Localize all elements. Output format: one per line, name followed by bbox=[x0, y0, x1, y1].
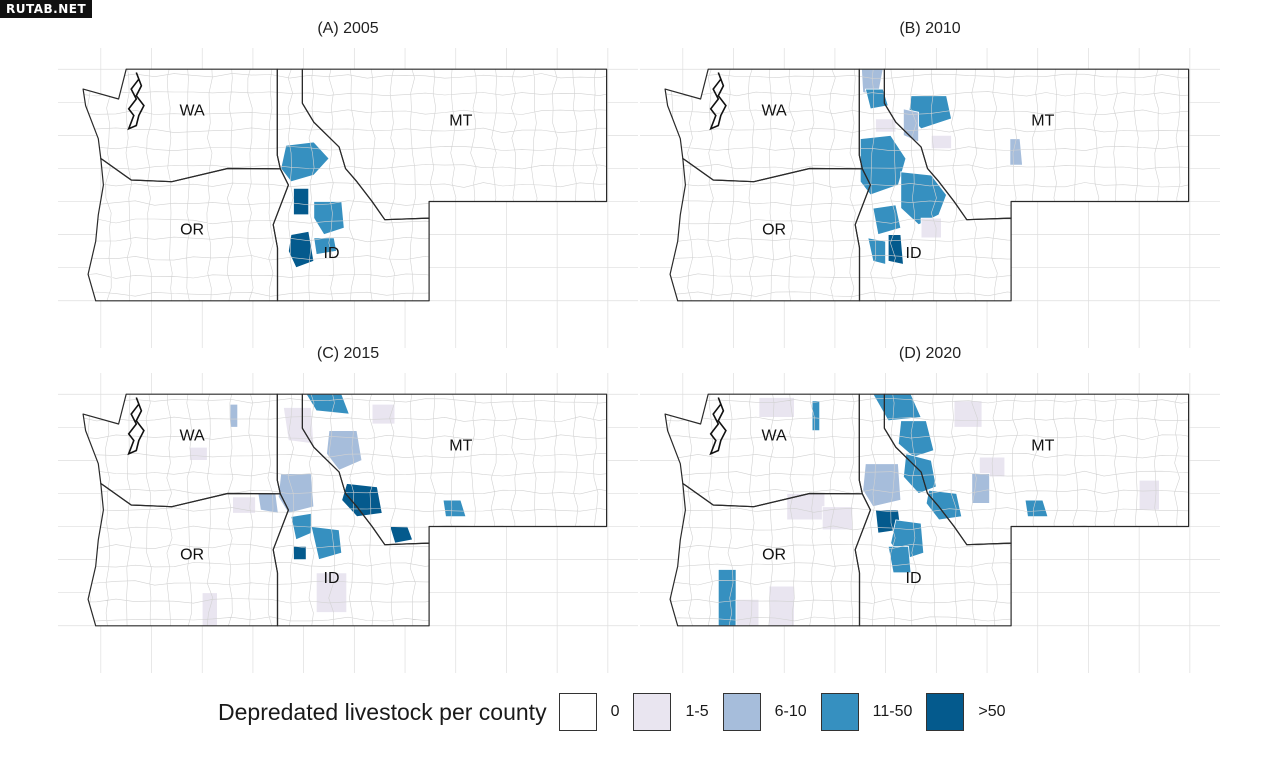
legend-swatch bbox=[633, 693, 672, 731]
legend-title: Depredated livestock per county bbox=[218, 698, 547, 725]
map-panel-b: (B) 2010 WA OR MT ID bbox=[640, 20, 1220, 348]
county-patch-class-4 bbox=[293, 187, 310, 216]
puget-sound bbox=[127, 72, 145, 131]
map-panel-a: (A) 2005 WA OR MT ID bbox=[58, 20, 638, 348]
panel-title: (B) 2010 bbox=[899, 20, 961, 37]
county-patch-class-1 bbox=[920, 217, 942, 239]
county-patch-class-4 bbox=[293, 545, 307, 561]
washington-state-fill bbox=[665, 69, 863, 182]
washington-state-fill bbox=[83, 69, 281, 182]
state-label-wa: WA bbox=[179, 428, 205, 445]
map-2015: WA OR MT ID bbox=[58, 373, 638, 673]
oregon-state-fill bbox=[670, 158, 871, 301]
montana-border bbox=[883, 393, 1190, 546]
county-patch-class-3 bbox=[280, 141, 330, 183]
county-patch-class-1 bbox=[735, 598, 760, 627]
oregon-state-fill bbox=[88, 483, 289, 626]
county-patch-class-1 bbox=[768, 585, 795, 627]
legend-swatch bbox=[558, 693, 597, 731]
map-2005: WA OR MT ID bbox=[58, 48, 638, 348]
map-panel-d: (D) 2020 WA OR MT ID bbox=[640, 345, 1220, 673]
montana-border bbox=[301, 393, 608, 546]
state-label-wa: WA bbox=[761, 428, 787, 445]
legend-swatch bbox=[820, 693, 859, 731]
county-patch-class-1 bbox=[371, 403, 396, 425]
legend-label: 0 bbox=[610, 703, 620, 720]
montana-border bbox=[301, 68, 608, 221]
state-label-wa: WA bbox=[179, 103, 205, 120]
county-patch-class-2 bbox=[257, 493, 279, 514]
state-label-or: OR bbox=[762, 547, 786, 564]
panel-title: (C) 2015 bbox=[316, 345, 380, 362]
montana-state-fill bbox=[884, 394, 1189, 545]
county-patch-class-1 bbox=[930, 135, 952, 149]
county-patch-class-3 bbox=[717, 569, 737, 627]
state-label-or: OR bbox=[180, 222, 204, 239]
panel-title: (A) 2005 bbox=[317, 20, 379, 37]
map-2010: WA OR MT ID bbox=[640, 48, 1220, 348]
state-label-wa: WA bbox=[761, 103, 787, 120]
county-patch-class-3 bbox=[313, 201, 345, 236]
county-patch-class-3 bbox=[900, 171, 947, 226]
state-label-id: ID bbox=[906, 245, 922, 262]
legend-label: 11-50 bbox=[872, 703, 913, 720]
state-label-id: ID bbox=[324, 245, 340, 262]
oregon-state-fill bbox=[88, 158, 289, 301]
county-patch-class-4 bbox=[389, 526, 414, 544]
county-patch-class-3 bbox=[897, 420, 935, 458]
county-patch-class-1 bbox=[189, 446, 208, 461]
depredation-counties bbox=[189, 393, 467, 627]
legend-item: 6-10 bbox=[722, 693, 807, 731]
county-patch-class-3 bbox=[1024, 499, 1049, 518]
county-patch-class-2 bbox=[862, 463, 902, 508]
montana-border bbox=[883, 68, 1190, 221]
state-label-id: ID bbox=[324, 570, 340, 587]
puget-sound bbox=[127, 397, 145, 456]
county-patch-class-1 bbox=[1138, 479, 1160, 511]
state-label-mt: MT bbox=[1031, 437, 1054, 454]
state-label-id: ID bbox=[906, 570, 922, 587]
county-patch-class-3 bbox=[872, 204, 902, 236]
legend: Depredated livestock per county 0 1-5 6-… bbox=[218, 690, 1020, 734]
state-label-mt: MT bbox=[449, 112, 472, 129]
legend-item: 1-5 bbox=[633, 693, 709, 731]
legend-swatch bbox=[926, 693, 965, 731]
legend-label: >50 bbox=[978, 703, 1006, 720]
watermark: RUTAB.NET bbox=[0, 0, 93, 18]
legend-item: >50 bbox=[926, 693, 1006, 731]
county-patch-class-4 bbox=[887, 234, 904, 265]
state-label-or: OR bbox=[180, 547, 204, 564]
montana-state-fill bbox=[302, 69, 607, 220]
montana-state-fill bbox=[884, 69, 1189, 220]
depredation-counties bbox=[859, 68, 1023, 265]
legend-label: 6-10 bbox=[774, 703, 807, 720]
state-label-or: OR bbox=[762, 222, 786, 239]
map-panel-c: (C) 2015 WA OR MT ID bbox=[58, 345, 638, 673]
legend-item: 11-50 bbox=[820, 693, 913, 731]
county-patch-class-3 bbox=[442, 499, 467, 518]
county-patch-class-2 bbox=[1009, 138, 1023, 166]
puget-sound bbox=[709, 72, 727, 131]
county-patch-class-2 bbox=[229, 403, 239, 428]
legend-swatch bbox=[722, 693, 761, 731]
county-patch-class-3 bbox=[811, 400, 821, 431]
state-label-mt: MT bbox=[449, 437, 472, 454]
county-patch-class-2 bbox=[326, 430, 363, 471]
panel-title: (D) 2020 bbox=[898, 345, 962, 362]
state-label-mt: MT bbox=[1031, 112, 1054, 129]
map-2020: WA OR MT ID bbox=[640, 373, 1220, 673]
county-patch-class-1 bbox=[953, 400, 983, 428]
county-patch-class-3 bbox=[867, 237, 887, 265]
puget-sound bbox=[709, 397, 727, 456]
legend-label: 1-5 bbox=[685, 703, 709, 720]
county-patch-class-2 bbox=[971, 473, 991, 504]
legend-item: 0 bbox=[558, 693, 620, 731]
county-patch-class-3 bbox=[902, 453, 937, 494]
